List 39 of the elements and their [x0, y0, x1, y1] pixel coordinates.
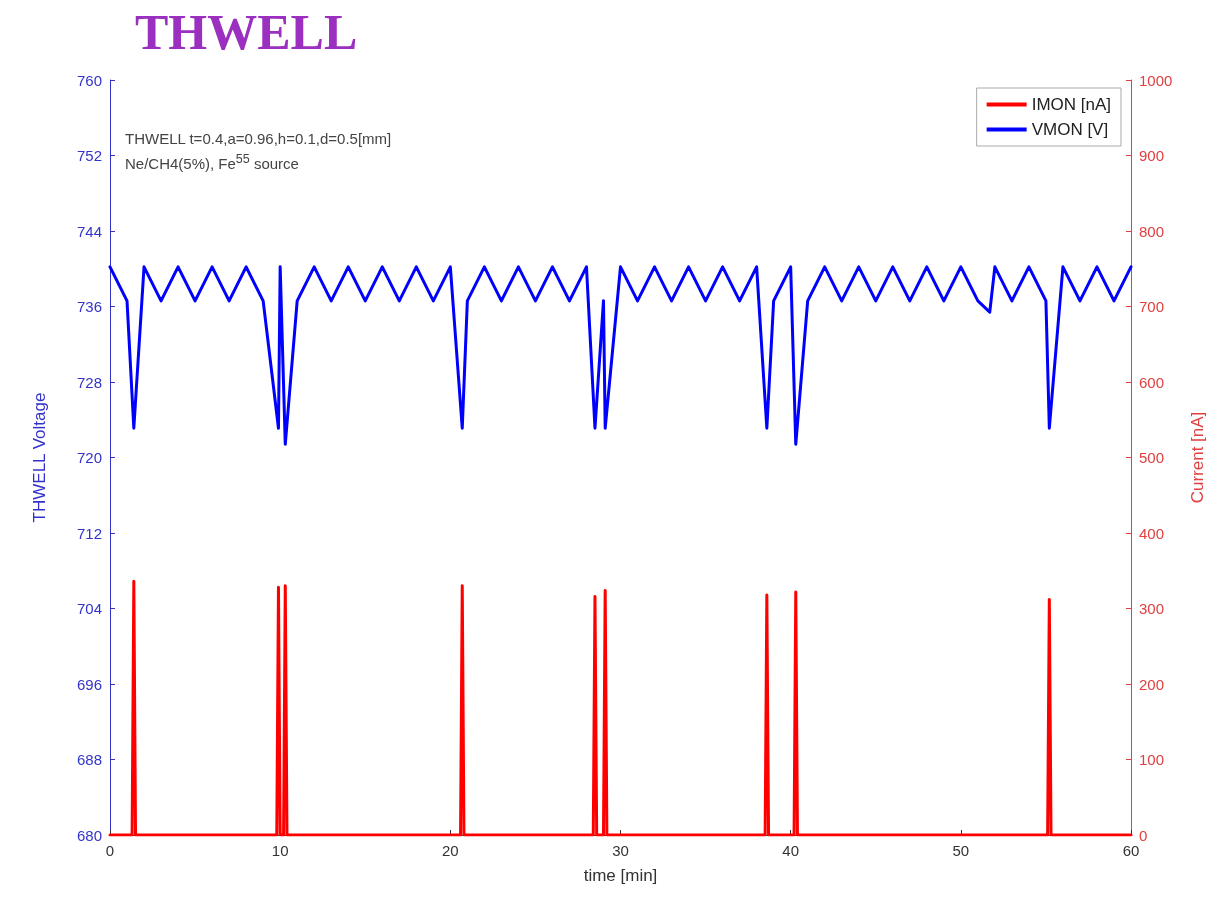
y-tick-label: 728 — [76, 373, 102, 391]
y2-tick-label: 0 — [1139, 826, 1148, 844]
y2-tick-label: 300 — [1139, 600, 1165, 617]
line-series — [108, 265, 1133, 446]
y2-tick-label: 900 — [1139, 147, 1165, 164]
legend-label: VMON [V] — [1031, 120, 1109, 139]
x-tick-label: 60 — [1122, 842, 1140, 859]
y-tick-label: 744 — [76, 222, 102, 240]
legend-label: IMON [nA] — [1031, 95, 1112, 114]
x-tick-label: 30 — [612, 842, 629, 859]
x-tick-label: 20 — [441, 842, 459, 859]
y-tick-label: 704 — [76, 600, 102, 617]
x-tick-label: 10 — [271, 842, 289, 859]
annotation: Ne/CH4(5%), Fe$^{55}$ source — [125, 152, 299, 172]
x-tick-label: 40 — [782, 842, 800, 859]
y-tick-label: 752 — [76, 147, 102, 164]
y-tick-label: 736 — [76, 298, 102, 315]
y-axis-title: THWELL Voltage — [30, 392, 49, 523]
y2-axis-title: Current [nA] — [1188, 411, 1207, 504]
x-tick-label: 0 — [105, 842, 115, 859]
y-tick-label: 688 — [76, 751, 102, 768]
y-tick-label: 712 — [76, 524, 102, 542]
y-tick-label: 760 — [76, 71, 102, 89]
y2-tick-label: 1000 — [1139, 71, 1173, 89]
y-tick-label: 720 — [76, 449, 102, 466]
y2-tick-label: 100 — [1139, 751, 1165, 768]
chart-title: THWELL — [135, 4, 358, 60]
annotation: THWELL t=0.4,a=0.96,h=0.1,d=0.5[mm] — [125, 130, 392, 147]
x-tick-label: 50 — [952, 842, 970, 859]
y2-tick-label: 500 — [1139, 449, 1165, 466]
y2-tick-label: 800 — [1139, 222, 1165, 240]
y2-tick-label: 200 — [1139, 675, 1165, 693]
line-series — [108, 579, 1133, 837]
x-axis-title: time [min] — [583, 866, 658, 885]
y2-tick-label: 400 — [1139, 524, 1165, 542]
y-tick-label: 696 — [76, 675, 102, 693]
y2-tick-label: 700 — [1139, 298, 1165, 315]
y-tick-label: 680 — [76, 826, 102, 844]
y2-tick-label: 600 — [1139, 373, 1165, 391]
